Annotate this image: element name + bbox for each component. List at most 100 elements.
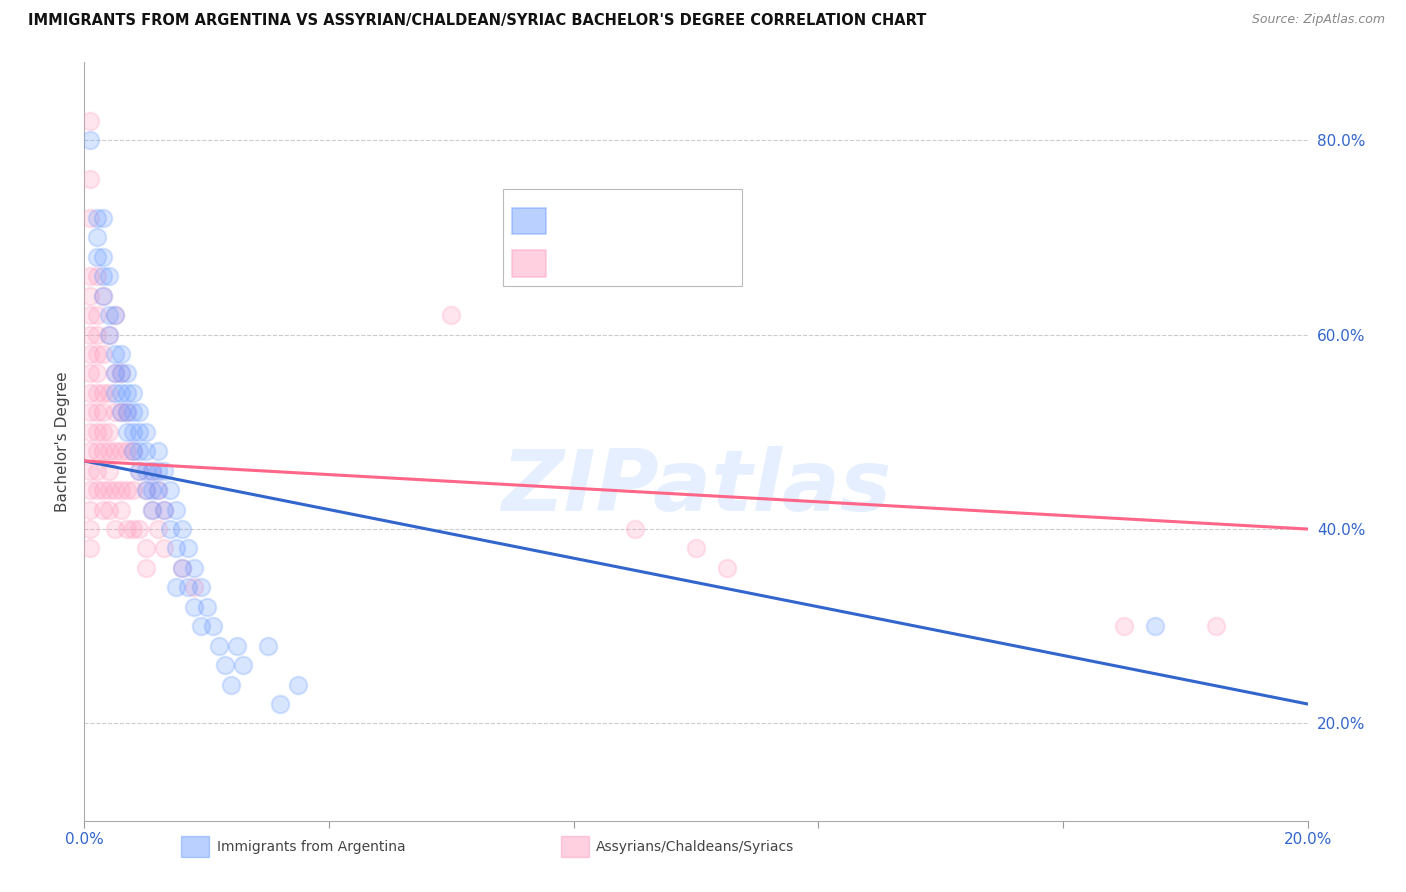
Point bbox=[97, 464, 120, 478]
Point bbox=[115, 405, 138, 419]
Point bbox=[122, 386, 145, 401]
Point bbox=[440, 308, 463, 322]
Point bbox=[110, 444, 132, 458]
Point bbox=[104, 367, 127, 381]
Point bbox=[219, 677, 242, 691]
Point bbox=[79, 522, 101, 536]
Point bbox=[190, 580, 212, 594]
Point bbox=[110, 405, 132, 419]
Point bbox=[79, 367, 101, 381]
Point bbox=[146, 483, 169, 497]
Point bbox=[86, 444, 108, 458]
Point bbox=[104, 308, 127, 322]
Point bbox=[1143, 619, 1166, 633]
Text: N = 81: N = 81 bbox=[658, 257, 714, 272]
Point bbox=[122, 405, 145, 419]
Point bbox=[146, 464, 169, 478]
Point bbox=[79, 308, 101, 322]
Point bbox=[91, 250, 114, 264]
Point bbox=[128, 464, 150, 478]
Point bbox=[79, 405, 101, 419]
Point bbox=[104, 522, 127, 536]
Point bbox=[110, 367, 132, 381]
Text: IMMIGRANTS FROM ARGENTINA VS ASSYRIAN/CHALDEAN/SYRIAC BACHELOR'S DEGREE CORRELAT: IMMIGRANTS FROM ARGENTINA VS ASSYRIAN/CH… bbox=[28, 13, 927, 29]
Point bbox=[91, 502, 114, 516]
Point bbox=[141, 483, 163, 497]
Point bbox=[86, 269, 108, 284]
Point bbox=[97, 502, 120, 516]
Point bbox=[128, 405, 150, 419]
Point bbox=[110, 502, 132, 516]
Point bbox=[153, 502, 176, 516]
Point bbox=[86, 483, 108, 497]
Point bbox=[79, 386, 101, 401]
Text: Source: ZipAtlas.com: Source: ZipAtlas.com bbox=[1251, 13, 1385, 27]
Point bbox=[79, 444, 101, 458]
Point bbox=[141, 502, 163, 516]
Point bbox=[115, 367, 138, 381]
Point bbox=[141, 464, 163, 478]
Point bbox=[97, 444, 120, 458]
Point bbox=[86, 425, 108, 439]
Point bbox=[122, 444, 145, 458]
Point bbox=[115, 522, 138, 536]
Point bbox=[128, 425, 150, 439]
Point bbox=[79, 425, 101, 439]
Point bbox=[91, 289, 114, 303]
Point bbox=[115, 386, 138, 401]
Point bbox=[110, 367, 132, 381]
Point bbox=[91, 289, 114, 303]
Point bbox=[104, 367, 127, 381]
Text: Assyrians/Chaldeans/Syriacs: Assyrians/Chaldeans/Syriacs bbox=[596, 839, 794, 854]
Point bbox=[183, 561, 205, 575]
Point bbox=[177, 541, 200, 556]
Point bbox=[172, 522, 194, 536]
Point bbox=[226, 639, 249, 653]
Point bbox=[110, 386, 132, 401]
Point bbox=[153, 464, 176, 478]
Point bbox=[128, 522, 150, 536]
Point bbox=[190, 619, 212, 633]
Point bbox=[110, 347, 132, 361]
Point bbox=[104, 386, 127, 401]
Point bbox=[91, 483, 114, 497]
Point bbox=[165, 580, 187, 594]
Point bbox=[104, 405, 127, 419]
Point bbox=[86, 367, 108, 381]
Point bbox=[91, 405, 114, 419]
Point bbox=[165, 502, 187, 516]
Point bbox=[269, 697, 291, 711]
Point bbox=[153, 502, 176, 516]
Point bbox=[1114, 619, 1136, 633]
Point bbox=[165, 541, 187, 556]
Point bbox=[115, 483, 138, 497]
Point bbox=[79, 133, 101, 147]
Point bbox=[110, 483, 132, 497]
Point bbox=[195, 599, 218, 614]
Point bbox=[257, 639, 280, 653]
Point bbox=[97, 308, 120, 322]
Point bbox=[86, 347, 108, 361]
Y-axis label: Bachelor's Degree: Bachelor's Degree bbox=[55, 371, 70, 512]
Point bbox=[201, 619, 224, 633]
Point bbox=[86, 386, 108, 401]
Point bbox=[1205, 619, 1227, 633]
Point bbox=[104, 347, 127, 361]
Point bbox=[79, 211, 101, 225]
Point bbox=[159, 522, 181, 536]
Point bbox=[86, 327, 108, 342]
Text: N = 68: N = 68 bbox=[658, 215, 714, 230]
Point bbox=[86, 464, 108, 478]
Point bbox=[135, 541, 157, 556]
Point bbox=[183, 599, 205, 614]
Point bbox=[91, 211, 114, 225]
Text: Immigrants from Argentina: Immigrants from Argentina bbox=[217, 839, 405, 854]
Text: R = -0.235: R = -0.235 bbox=[557, 215, 638, 230]
Point bbox=[141, 464, 163, 478]
Point bbox=[128, 464, 150, 478]
Point bbox=[685, 541, 707, 556]
Point bbox=[146, 483, 169, 497]
Point bbox=[86, 405, 108, 419]
Point bbox=[79, 347, 101, 361]
Point bbox=[91, 444, 114, 458]
